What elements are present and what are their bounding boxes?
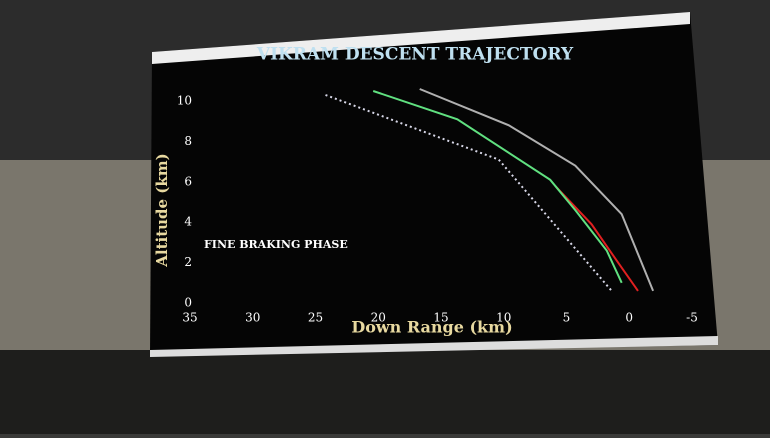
screen-top-bar xyxy=(152,12,690,64)
trajectory-line xyxy=(372,90,623,284)
y-tick-label: 0 xyxy=(184,296,192,310)
x-tick-label: 25 xyxy=(308,311,323,325)
floor xyxy=(0,350,770,434)
x-tick-label: 20 xyxy=(371,311,386,325)
x-tick-label: 35 xyxy=(182,311,197,325)
y-tick-label: 8 xyxy=(184,134,192,148)
trajectory-line xyxy=(419,88,655,292)
x-tick-label: 0 xyxy=(625,311,633,325)
y-tick-label: 2 xyxy=(184,255,192,269)
screen-bottom-bar xyxy=(150,336,718,357)
y-tick-label: 6 xyxy=(184,174,192,188)
y-tick-label: 4 xyxy=(184,215,192,229)
trajectory-line xyxy=(325,94,613,292)
chart-title: VIKRAM DESCENT TRAJECTORY xyxy=(256,45,574,65)
x-axis-title: Down Range (km) xyxy=(351,318,512,337)
screen xyxy=(150,12,718,355)
y-tick-label: 10 xyxy=(177,94,192,108)
x-tick-label: 5 xyxy=(563,311,571,325)
annotation: FINE BRAKING PHASE xyxy=(204,238,348,251)
y-axis-title: Altitude (km) xyxy=(153,153,171,268)
trajectory-line xyxy=(554,185,639,292)
x-tick-label: 15 xyxy=(433,311,448,325)
plot: 35 30 25 20 15 10 5 0 -5 0 2 4 6 8 10 xyxy=(177,88,698,325)
x-tick-label: -5 xyxy=(686,311,698,325)
x-tick-label: 10 xyxy=(496,311,511,325)
x-tick-label: 30 xyxy=(245,311,260,325)
